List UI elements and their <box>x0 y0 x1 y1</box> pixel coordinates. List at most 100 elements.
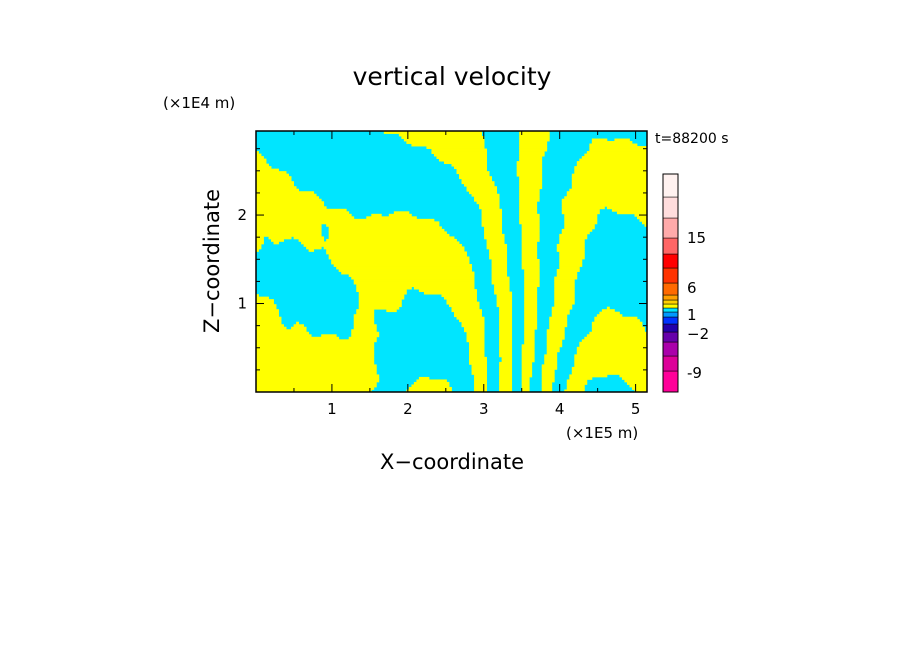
field-band <box>519 156 543 160</box>
field-band <box>358 306 400 310</box>
field-band <box>298 238 325 242</box>
field-band <box>516 166 543 170</box>
field-band <box>524 274 540 277</box>
field-band <box>541 389 553 392</box>
field-band <box>256 153 262 157</box>
field-band <box>356 284 475 287</box>
field-band <box>403 138 485 142</box>
field-band <box>474 374 487 378</box>
field-band <box>554 299 575 303</box>
field-band <box>521 376 530 380</box>
field-band <box>484 231 503 235</box>
colorbar-segment <box>662 299 679 305</box>
field-band <box>296 321 300 325</box>
field-band <box>619 374 647 378</box>
field-band <box>549 321 568 325</box>
field-band <box>546 331 565 335</box>
field-band <box>521 228 540 232</box>
field-band <box>256 346 375 350</box>
field-band <box>519 143 548 147</box>
field-band <box>408 386 452 390</box>
field-band <box>491 271 508 275</box>
field-band <box>566 191 647 195</box>
field-band <box>256 166 272 170</box>
field-band <box>519 201 538 205</box>
field-band <box>551 306 573 310</box>
y-tick-label: 1 <box>237 295 247 313</box>
field-band <box>256 186 297 190</box>
field-band <box>256 158 267 162</box>
field-band <box>256 366 377 370</box>
field-band <box>308 248 315 252</box>
field-band <box>519 218 540 222</box>
field-band <box>499 324 513 328</box>
field-band <box>541 379 555 383</box>
field-band <box>519 203 538 207</box>
field-band <box>256 243 262 247</box>
field-band <box>591 329 645 333</box>
field-band <box>521 364 533 368</box>
field-band <box>524 326 538 330</box>
field-band <box>486 238 505 242</box>
field-band <box>586 334 647 338</box>
field-band <box>271 238 284 242</box>
field-band <box>559 251 585 255</box>
field-band <box>461 324 485 328</box>
field-band <box>516 168 543 172</box>
field-band <box>481 223 503 227</box>
x-unit-label: (×1E5 m) <box>566 424 638 442</box>
field-band <box>551 311 570 315</box>
field-band <box>561 206 605 210</box>
field-band <box>499 346 513 350</box>
field-band <box>431 151 487 154</box>
field-band <box>499 354 513 358</box>
field-band <box>256 301 274 305</box>
field-band <box>413 381 450 385</box>
field-band <box>446 299 477 303</box>
field-band <box>256 203 325 207</box>
field-band <box>579 158 647 162</box>
field-band <box>486 246 508 250</box>
field-band <box>499 374 513 378</box>
field-band <box>571 178 647 182</box>
field-band <box>466 336 485 340</box>
field-band <box>353 279 475 282</box>
field-band <box>491 276 510 280</box>
field-band <box>556 246 585 250</box>
field-band <box>524 289 538 293</box>
field-band <box>328 226 442 230</box>
field-band <box>256 319 282 323</box>
field-band <box>491 258 508 262</box>
colorbar-segment <box>662 355 679 372</box>
field-band <box>256 206 327 210</box>
field-band <box>564 389 585 392</box>
field-band <box>519 181 543 185</box>
field-band <box>579 341 647 345</box>
field-band <box>521 381 530 385</box>
field-band <box>256 181 294 185</box>
field-band <box>584 336 647 340</box>
field-band <box>474 376 487 380</box>
field-band <box>564 213 598 217</box>
field-band <box>474 196 500 200</box>
field-band <box>559 261 583 265</box>
field-band <box>256 336 340 340</box>
field-band <box>256 306 277 310</box>
field-band <box>499 384 513 388</box>
field-band <box>556 274 578 277</box>
field-band <box>621 376 647 380</box>
field-band <box>576 349 647 353</box>
contour-field <box>256 131 647 392</box>
field-band <box>491 269 508 272</box>
field-band <box>589 146 647 149</box>
field-band <box>398 133 482 137</box>
field-band <box>443 161 487 165</box>
field-band <box>519 136 550 139</box>
field-band <box>358 304 402 308</box>
field-band <box>491 281 510 285</box>
field-band <box>501 356 513 360</box>
field-band <box>521 356 535 360</box>
field-band <box>486 241 505 245</box>
field-band <box>481 208 503 212</box>
field-band <box>489 248 508 252</box>
